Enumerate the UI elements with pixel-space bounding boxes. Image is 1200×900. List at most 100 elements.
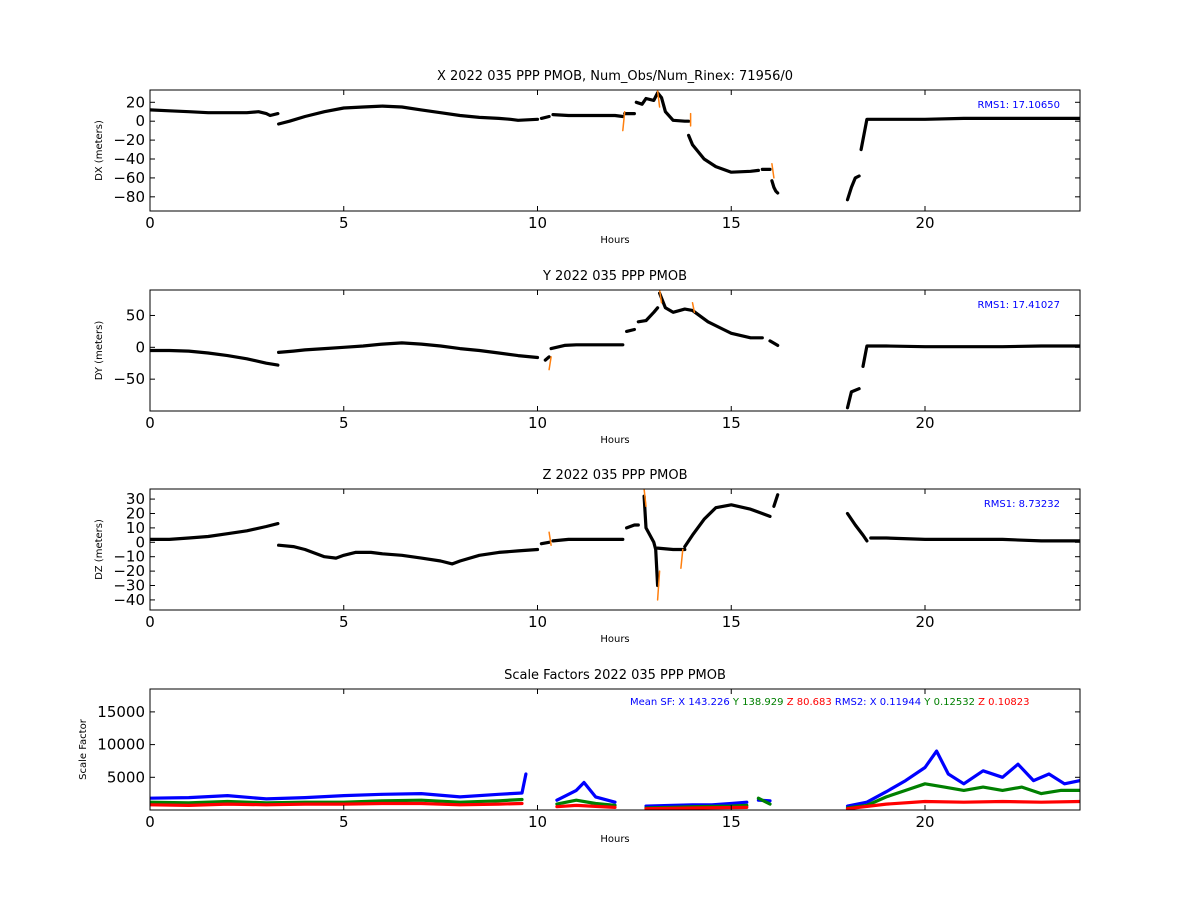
x-tick-label: 0 [145, 613, 155, 631]
series-segment [150, 772, 528, 801]
x-tick-label: 20 [915, 813, 934, 831]
series-segment [543, 355, 551, 362]
annotation-part: Y 0.12532 [921, 697, 975, 708]
series-1 [548, 290, 696, 371]
series-segment [655, 546, 687, 552]
x-tick-label: 10 [528, 613, 547, 631]
x-axis-label: Hours [600, 235, 629, 246]
annotation-part: Y 138.929 [730, 697, 784, 708]
x-tick-label: 15 [722, 414, 741, 432]
x-tick-label: 20 [915, 214, 934, 232]
annotation-part: Mean SF: X 143.226 [630, 697, 730, 708]
series-segment [551, 112, 625, 119]
chart-title: Scale Factors 2022 035 PPP PMOB [504, 668, 726, 683]
series-segment [657, 291, 764, 340]
series-segment [624, 327, 637, 333]
series-segment [770, 179, 780, 195]
series-0 [150, 91, 1080, 202]
series-segment [549, 343, 625, 351]
y-tick-label: −60 [113, 169, 145, 187]
axes-frame [149, 289, 1081, 412]
series-segment [845, 799, 1080, 810]
series-segment [845, 387, 861, 410]
series-segment [634, 91, 691, 123]
series-segment [150, 521, 280, 542]
x-tick-label: 5 [339, 214, 349, 232]
series-segment [548, 356, 552, 371]
axes-frame [149, 688, 1081, 811]
series-segment [869, 536, 1080, 543]
series-segment [555, 798, 617, 808]
x-tick-label: 10 [528, 214, 547, 232]
plot-area [150, 290, 1080, 410]
series-segment [642, 494, 660, 588]
x-tick-label: 5 [339, 414, 349, 432]
series-segment [555, 803, 617, 810]
chart-title: Y 2022 035 PPP PMOB [542, 269, 687, 284]
y-axis-label: DY (meters) [94, 321, 105, 381]
series-segment [861, 344, 1080, 368]
series-segment [643, 489, 647, 508]
series-segment [551, 537, 625, 543]
y-tick-label: 10 [126, 519, 145, 537]
series-segment [845, 511, 869, 543]
y-axis-label: DZ (meters) [94, 519, 105, 580]
y-tick-label: 30 [126, 490, 145, 508]
series-segment [845, 174, 861, 202]
x-tick-label: 15 [722, 214, 741, 232]
x-tick-label: 0 [145, 813, 155, 831]
series-segment [277, 341, 540, 360]
y-tick-label: 15000 [97, 703, 145, 721]
y-tick-label: −50 [113, 370, 145, 388]
series-segment [150, 801, 524, 808]
x-axis-label: Hours [600, 435, 629, 446]
series-segment [277, 104, 540, 126]
series-1 [548, 489, 684, 601]
x-tick-label: 20 [915, 414, 934, 432]
annotation-part: Z 0.10823 [975, 697, 1030, 708]
series-segment [845, 749, 1080, 808]
x-tick-label: 5 [339, 613, 349, 631]
y-axis-label: DX (meters) [94, 120, 105, 181]
y-tick-label: −80 [113, 188, 145, 206]
series-segment [624, 523, 640, 530]
series-segment [768, 339, 780, 347]
series-segment [150, 797, 524, 805]
series-segment [555, 780, 617, 804]
series-segment [277, 543, 540, 566]
series-segment [845, 782, 1080, 810]
annotation-part: Z 80.683 [784, 697, 832, 708]
series-segment [772, 493, 780, 508]
series-segment [680, 548, 684, 569]
plot-area [150, 90, 1080, 202]
series-segment [548, 531, 552, 546]
chart-title: Z 2022 035 PPP PMOB [542, 468, 687, 483]
y-tick-label: 50 [126, 306, 145, 324]
rms-annotation: RMS1: 17.10650 [977, 100, 1060, 111]
x-tick-label: 0 [145, 214, 155, 232]
y-tick-label: −10 [113, 548, 145, 566]
panels: X 2022 035 PPP PMOB, Num_Obs/Num_Rinex: … [78, 69, 1081, 845]
series-segment [686, 133, 761, 174]
x-tick-label: 10 [528, 813, 547, 831]
y-tick-label: 10000 [97, 736, 145, 754]
series-segment [539, 540, 551, 546]
y-tick-label: 0 [135, 112, 145, 130]
series-segment [622, 110, 626, 132]
y-tick-label: −40 [113, 591, 145, 609]
series-segment [636, 306, 660, 324]
series-0 [150, 291, 1080, 410]
x-axis-label: Hours [600, 634, 629, 645]
x-tick-label: 15 [722, 813, 741, 831]
y-tick-label: 0 [135, 338, 145, 356]
chart-panel-2: Y 2022 035 PPP PMOB 0 5 10 15 20 50 0 −50 Hours DY… [94, 269, 1081, 446]
series-segment [150, 348, 280, 367]
series-0 [150, 493, 1080, 588]
series-x [150, 749, 1080, 808]
y-tick-label: −40 [113, 150, 145, 168]
series-1 [622, 90, 775, 179]
scale-factor-annotation: Mean SF: X 143.226 Y 138.929 Z 80.683 RM… [630, 697, 1030, 708]
x-axis-label: Hours [600, 834, 629, 845]
